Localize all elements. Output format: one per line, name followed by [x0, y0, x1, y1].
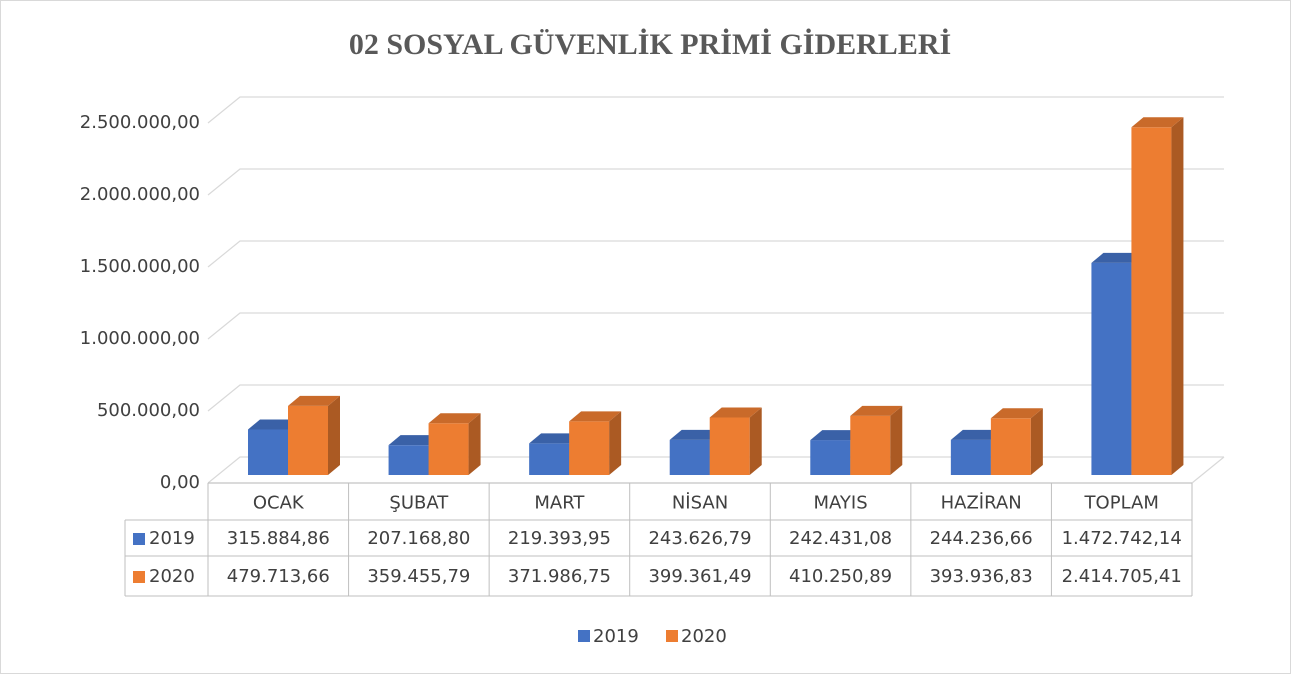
bar-top	[950, 429, 1003, 440]
category-label: TOPLAM	[1084, 493, 1159, 514]
bar-top	[569, 411, 622, 422]
table-value: 244.236,66	[930, 528, 1033, 549]
table-value: 479.713,66	[227, 566, 330, 587]
bar-top	[248, 419, 300, 430]
grid-line	[207, 240, 1224, 268]
grid-line	[207, 168, 1224, 196]
chart-title: 02 SOSYAL GÜVENLİK PRİMİ GİDERLERİ	[349, 28, 951, 61]
y-tick-label: 1.500.000,00	[80, 256, 200, 277]
bar-side	[1171, 117, 1184, 476]
bar-top	[850, 405, 903, 416]
grid-line	[207, 96, 1224, 124]
table-value: 359.455,79	[367, 566, 470, 587]
bar-top	[288, 395, 340, 406]
bar-top	[428, 413, 481, 424]
table-legend-key	[133, 533, 145, 545]
table-series-name: 2020	[149, 566, 195, 587]
y-tick-label: 2.000.000,00	[80, 184, 200, 205]
bar-top	[1091, 252, 1144, 263]
category-label: NİSAN	[672, 493, 728, 514]
y-tick-label: 0,00	[160, 472, 200, 493]
bar-top	[810, 430, 863, 441]
bar	[288, 395, 340, 475]
bar-front	[950, 439, 991, 475]
table-value: 371.986,75	[508, 566, 611, 587]
y-tick-label: 1.000.000,00	[80, 328, 200, 349]
category-label: MART	[534, 493, 585, 514]
legend-label: 2020	[681, 626, 727, 647]
floor-right	[1191, 456, 1225, 484]
table-value: 207.168,80	[367, 528, 470, 549]
bar-front	[709, 417, 750, 475]
category-label: OCAK	[253, 493, 305, 514]
bar-front	[990, 418, 1031, 475]
legend-key	[578, 630, 590, 642]
bar-front	[388, 445, 429, 475]
bar-top	[709, 407, 762, 418]
table-value: 315.884,86	[227, 528, 330, 549]
table-value: 1.472.742,14	[1062, 528, 1182, 549]
table-value: 242.431,08	[789, 528, 892, 549]
bar-top	[1131, 117, 1184, 128]
grid-line	[207, 384, 1224, 412]
bar-front	[288, 405, 328, 475]
bar	[709, 407, 762, 475]
bar	[428, 413, 481, 475]
bar-top	[990, 408, 1043, 419]
grid-line	[207, 312, 1224, 340]
bar-front	[569, 421, 610, 475]
bar-top	[669, 429, 722, 440]
bar	[990, 408, 1043, 475]
table-value: 399.361,49	[648, 566, 751, 587]
bar	[850, 405, 903, 475]
bar-front	[669, 439, 710, 475]
bar-side	[328, 395, 340, 475]
category-label: ŞUBAT	[389, 493, 449, 514]
table-value: 410.250,89	[789, 566, 892, 587]
legend-label: 2019	[593, 626, 639, 647]
table-value: 243.626,79	[648, 528, 751, 549]
bar-front	[428, 423, 469, 475]
category-label: HAZİRAN	[941, 493, 1022, 514]
category-label: MAYIS	[813, 493, 867, 514]
bar-top	[388, 435, 441, 446]
table-legend-key	[133, 571, 145, 583]
table-series-name: 2019	[149, 528, 195, 549]
table-value: 219.393,95	[508, 528, 611, 549]
bar-side	[1030, 408, 1043, 475]
bar-front	[248, 429, 288, 475]
table-value: 393.936,83	[930, 566, 1033, 587]
legend-key	[666, 630, 678, 642]
bar-front	[850, 415, 891, 475]
bar-side	[468, 413, 481, 475]
bar-side	[890, 405, 903, 475]
bar-front	[810, 440, 851, 475]
table-value: 2.414.705,41	[1062, 566, 1182, 587]
bar-front	[1091, 262, 1132, 475]
bar-front	[1131, 127, 1172, 476]
bar-side	[609, 411, 622, 475]
bar	[569, 411, 622, 475]
bar-front	[529, 443, 570, 475]
bar	[1131, 117, 1184, 476]
y-tick-label: 500.000,00	[97, 400, 200, 421]
bar-side	[749, 407, 762, 475]
y-tick-label: 2.500.000,00	[80, 112, 200, 133]
bar-top	[529, 433, 582, 444]
